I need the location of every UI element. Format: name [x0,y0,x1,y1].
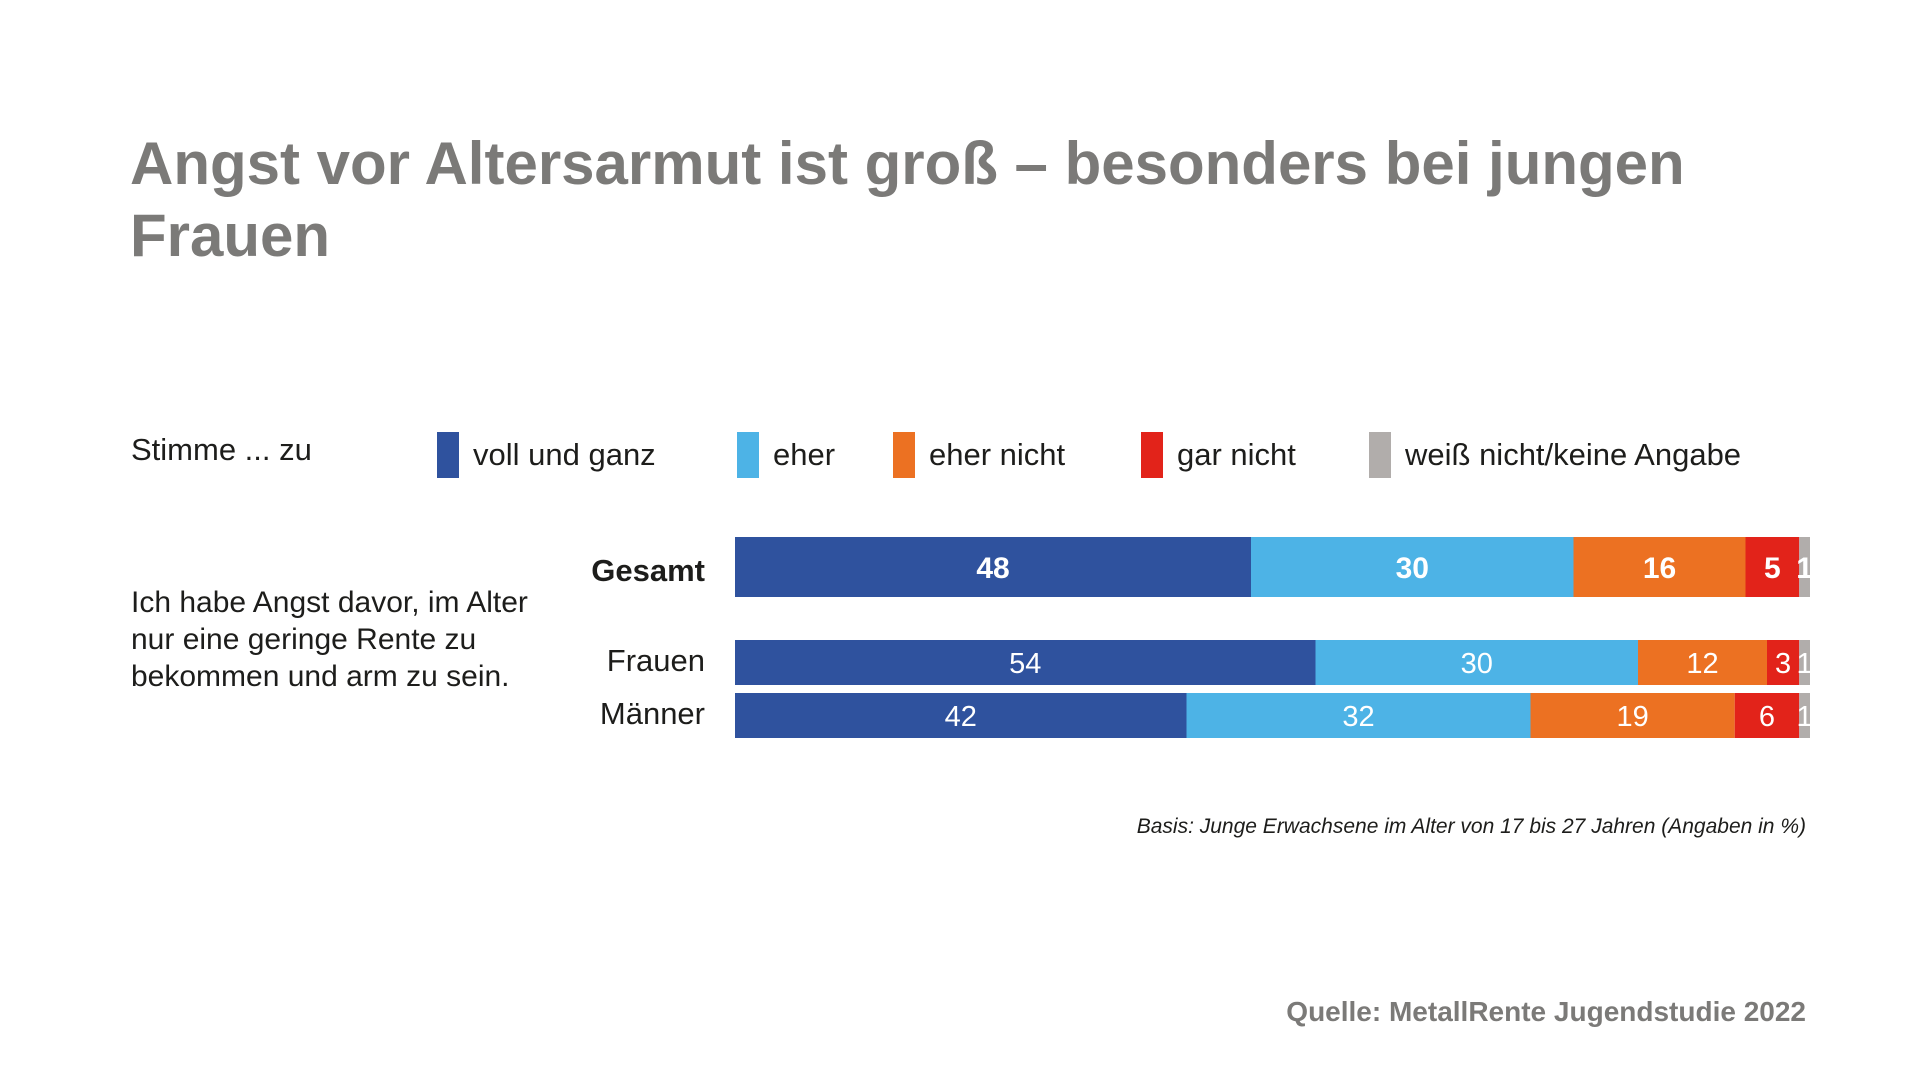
statement-text: Ich habe Angst davor, im Alter nur eine … [131,586,528,693]
bar-segment-maenner-eher [1186,693,1531,738]
legend-item-eher: eher [737,432,835,478]
data-label-frauen-eher: 30 [1461,648,1493,680]
data-label-maenner-eher: 32 [1342,701,1374,733]
bar-segment-frauen-gar-nicht [1767,640,1800,685]
bar-segment-frauen-eher [1315,640,1638,685]
data-label-maenner-eher-nicht: 19 [1616,701,1648,733]
data-label-gesamt-eher-nicht: 16 [1643,552,1676,585]
legend-swatch [1369,432,1391,478]
bar-segment-maenner-weiss-nicht [1799,693,1810,738]
data-label-frauen-voll-und-ganz: 54 [1009,648,1041,680]
legend-item-gar-nicht: gar nicht [1141,432,1296,478]
legend-label: eher nicht [929,437,1066,472]
bar-segment-maenner-voll-und-ganz [735,693,1187,738]
bar-segment-gesamt-weiss-nicht [1799,537,1810,597]
bar-segment-gesamt-gar-nicht [1745,537,1800,597]
bar-segment-maenner-gar-nicht [1734,693,1800,738]
bar-segment-frauen-eher-nicht [1638,640,1767,685]
legend-swatch [893,432,915,478]
data-label-gesamt-gar-nicht: 5 [1764,552,1781,585]
data-label-maenner-weiss-nicht: 1 [1797,701,1813,733]
data-label-gesamt-voll-und-ganz: 48 [976,552,1009,585]
bar-segment-frauen-weiss-nicht [1799,640,1810,685]
source-note: Quelle: MetallRente Jugendstudie 2022 [1286,996,1806,1027]
legend-swatch [737,432,759,478]
data-label-frauen-weiss-nicht: 1 [1797,648,1813,680]
row-label-maenner: Männer [599,696,705,731]
legend-swatch [437,432,459,478]
data-label-frauen-eher-nicht: 12 [1686,648,1718,680]
legend-swatch [1141,432,1163,478]
chart-title: Angst vor Altersarmut ist groß – besonde… [130,130,1685,269]
legend-item-voll-und-ganz: voll und ganz [437,432,656,478]
data-label-maenner-gar-nicht: 6 [1759,701,1775,733]
bar-segment-frauen-voll-und-ganz [735,640,1316,685]
legend-item-eher-nicht: eher nicht [893,432,1065,478]
data-label-gesamt-eher: 30 [1396,552,1429,585]
legend-label: eher [773,437,836,472]
row-label-gesamt: Gesamt [591,553,705,588]
bar-segment-gesamt-eher-nicht [1573,537,1746,597]
bar-segment-gesamt-voll-und-ganz [735,537,1251,597]
legend-label: gar nicht [1177,437,1296,472]
bar-segment-maenner-eher-nicht [1530,693,1735,738]
legend-prefix: Stimme ... zu [131,432,312,467]
data-label-frauen-gar-nicht: 3 [1775,648,1791,680]
row-label-frauen: Frauen [606,643,705,678]
legend-label: voll und ganz [473,437,656,472]
data-label-maenner-voll-und-ganz: 42 [945,701,977,733]
data-label-gesamt-weiss-nicht: 1 [1796,552,1813,585]
legend-item-weiss-nicht: weiß nicht/keine Angabe [1369,432,1741,478]
basis-note: Basis: Junge Erwachsene im Alter von 17 … [1136,815,1806,838]
legend-label: weiß nicht/keine Angabe [1405,437,1742,472]
bar-segment-gesamt-eher [1251,537,1574,597]
